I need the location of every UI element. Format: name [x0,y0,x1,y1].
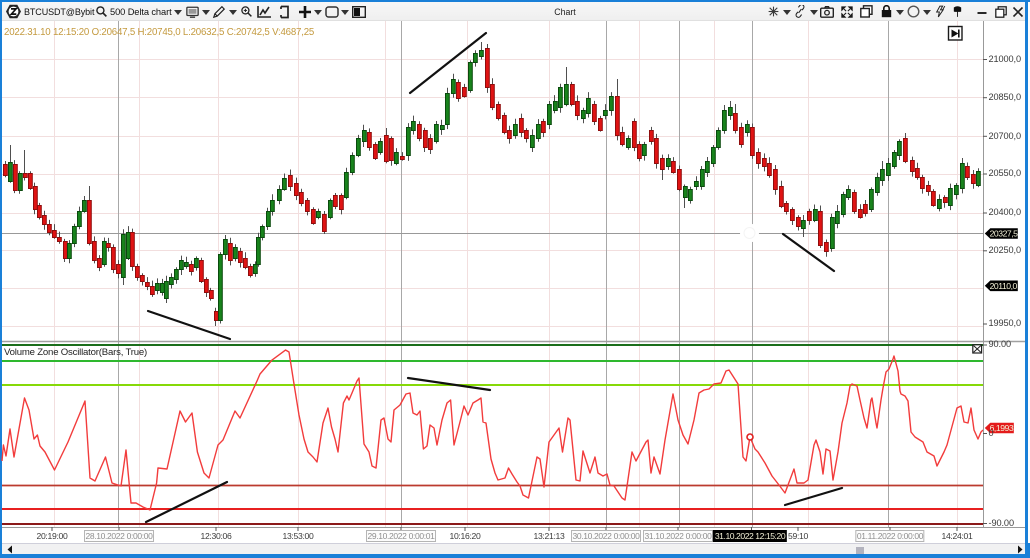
svg-text:6,1993: 6,1993 [990,423,1014,433]
svg-text:20110,0: 20110,0 [990,281,1018,291]
svg-text:20327,5: 20327,5 [990,229,1019,239]
